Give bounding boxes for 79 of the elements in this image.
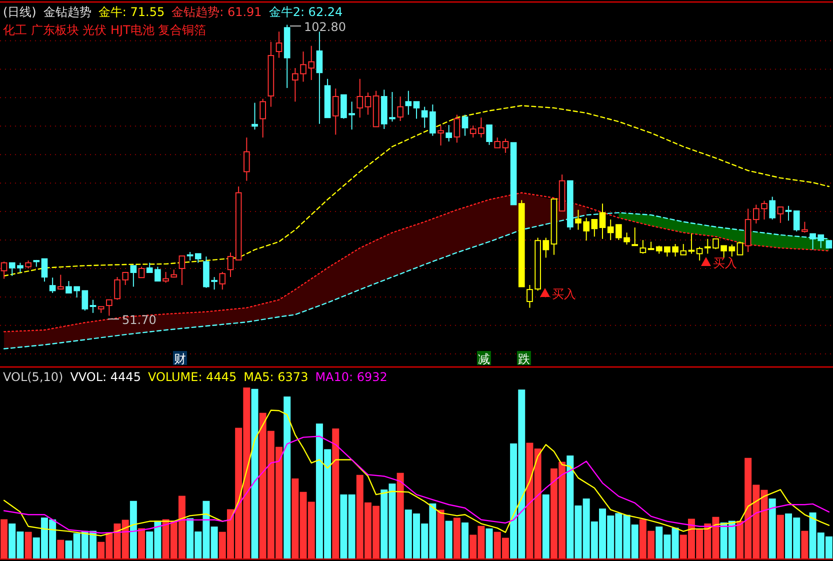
candlestick [494, 137, 501, 148]
bar [396, 472, 404, 558]
candlestick [130, 265, 137, 288]
candlestick [162, 271, 169, 284]
bar [453, 518, 460, 558]
text: VOLUME: 4445 [148, 370, 237, 384]
candlestick [364, 92, 372, 116]
candlestick [0, 261, 8, 280]
bar [542, 494, 550, 558]
annotation: 减 [478, 352, 490, 366]
candlestick [486, 124, 492, 146]
candlestick [49, 277, 56, 294]
bar [437, 510, 444, 558]
candlestick [502, 138, 509, 154]
candlestick [106, 299, 112, 316]
candlestick [243, 137, 250, 182]
chart-title: (日线) [3, 5, 36, 19]
candlestick [736, 241, 744, 256]
annotation: 买入 [552, 287, 576, 301]
candlestick [688, 233, 695, 254]
candlestick [696, 246, 703, 262]
candlestick [632, 226, 638, 246]
annotation: 51.70 [122, 313, 156, 327]
candlestick [446, 124, 452, 142]
bar [251, 388, 258, 558]
candlestick [276, 31, 282, 58]
bar [486, 528, 493, 558]
annotation: 金钻趋势 [43, 5, 92, 19]
candlestick [405, 90, 412, 116]
bar [24, 532, 32, 558]
bar [284, 396, 291, 558]
annotation: 买入 [713, 256, 737, 270]
bar [462, 522, 469, 558]
text: MA10: 6932 [315, 370, 388, 384]
candlestick [802, 221, 808, 234]
annotation: 金牛2: 62.24 [268, 5, 343, 19]
annotation: 财 [174, 352, 186, 366]
annotation: 102.80 [304, 20, 346, 34]
bar [768, 498, 776, 558]
candlestick [194, 253, 202, 264]
text: VVOL: 4445 [70, 370, 141, 384]
bar [801, 530, 808, 558]
annotation: 跌 [518, 352, 530, 366]
candlestick [640, 240, 646, 254]
candlestick [454, 114, 460, 144]
candlestick [413, 101, 420, 120]
candlestick [178, 255, 186, 286]
bar [332, 428, 340, 558]
candlestick [227, 252, 234, 278]
candlestick [785, 205, 792, 222]
bar [57, 540, 64, 558]
candlestick [769, 196, 776, 220]
candlestick [90, 299, 96, 314]
candlestick [591, 219, 598, 238]
candlestick [41, 258, 48, 282]
annotation: 金钻趋势: 61.91 [172, 5, 262, 19]
bar [776, 514, 784, 558]
candlestick [397, 96, 404, 122]
candlestick [777, 206, 784, 224]
candlestick [332, 88, 339, 136]
candlestick [462, 114, 468, 136]
bar [0, 519, 8, 558]
bar [445, 520, 452, 558]
annotation: 金牛: 71.55 [98, 5, 165, 19]
candlestick [260, 98, 266, 138]
chart-title: VOL(5,10) [3, 370, 64, 384]
text: MA5: 6373 [244, 370, 308, 384]
candlestick [252, 102, 258, 130]
text: 化工 广东板块 光伏 HJT电池 复合铜箔 [3, 23, 206, 37]
candlestick [599, 203, 606, 240]
candlestick [316, 31, 323, 124]
bar [138, 528, 146, 558]
candlestick [793, 210, 800, 232]
candlestick [57, 274, 64, 290]
bar [130, 500, 137, 558]
candlestick [219, 271, 226, 290]
candlestick [438, 125, 444, 146]
candlestick [356, 78, 364, 118]
candlestick [138, 266, 145, 278]
